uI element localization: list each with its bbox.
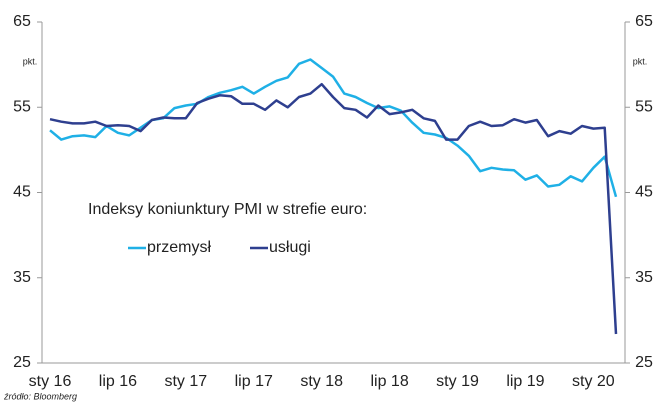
x-tick-label: sty 19 [436,373,479,390]
y2-tick-label: 45 [635,184,653,201]
series-line [49,58,618,198]
series-line [49,82,618,335]
y2-unit: pkt. [633,56,648,66]
y-unit: pkt. [23,56,38,66]
x-tick-label: lip 16 [99,373,137,390]
y-tick-label: 65 [13,13,31,30]
y2-tick-label: 35 [635,269,653,286]
legend-label: przemysł [147,239,211,256]
x-tick-label: lip 17 [235,373,273,390]
x-tick-label: sty 20 [572,373,615,390]
legend-label: usługi [269,239,311,256]
chart-title: Indeksy koniunktury PMI w strefie euro: [88,201,367,218]
x-tick-label: sty 17 [164,373,207,390]
y-tick-label: 55 [13,98,31,115]
y-tick-label: 35 [13,269,31,286]
source: źródło: Bloomberg [3,391,77,401]
y-tick-label: 45 [13,184,31,201]
y-tick-label: 25 [13,354,31,371]
x-tick-label: lip 18 [370,373,408,390]
x-tick-label: lip 19 [506,373,544,390]
y2-tick-label: 25 [635,354,653,371]
y2-tick-label: 55 [635,98,653,115]
x-tick-label: sty 16 [29,373,72,390]
x-tick-label: sty 18 [300,373,343,390]
y2-tick-label: 65 [635,13,653,30]
